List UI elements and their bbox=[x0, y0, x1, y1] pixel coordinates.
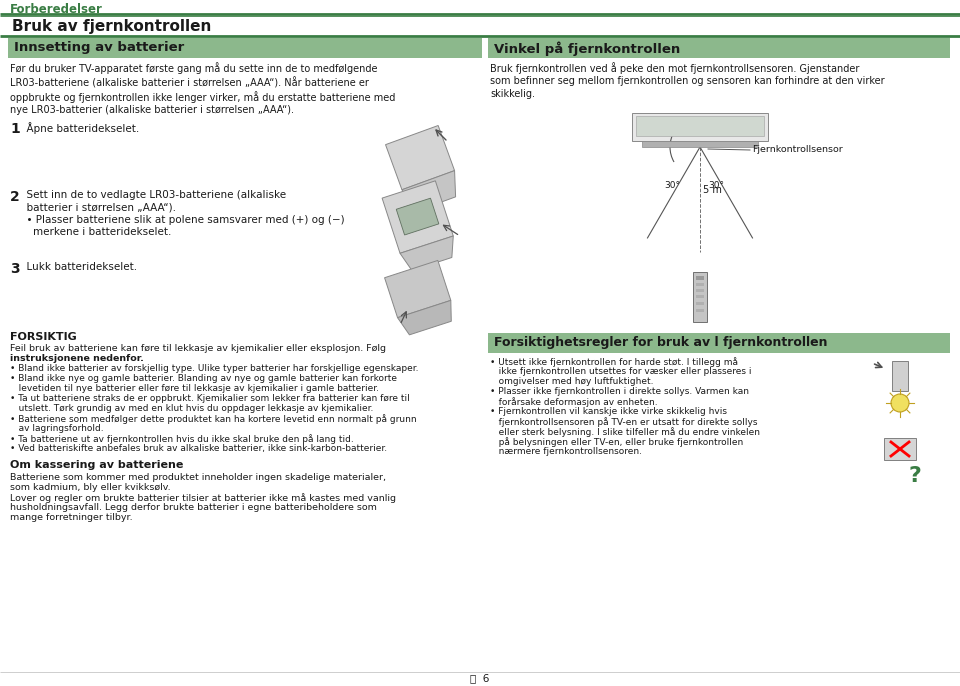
Text: Bruk fjernkontrollen ved å peke den mot fjernkontrollsensoren. Gjenstander
som b: Bruk fjernkontrollen ved å peke den mot … bbox=[490, 62, 884, 99]
Text: 2: 2 bbox=[10, 190, 20, 204]
Text: Sett inn de to vedlagte LR03-batteriene (alkaliske
  batterier i størrelsen „AAA: Sett inn de to vedlagte LR03-batteriene … bbox=[20, 190, 345, 237]
Polygon shape bbox=[397, 300, 451, 335]
Text: Åpne batteridekselet.: Åpne batteridekselet. bbox=[20, 122, 139, 134]
Bar bbox=[696, 289, 704, 292]
Bar bbox=[636, 116, 764, 136]
Text: eller sterk belysning. I slike tilfeller må du endre vinkelen: eller sterk belysning. I slike tilfeller… bbox=[490, 427, 760, 437]
Text: 30°: 30° bbox=[708, 181, 724, 190]
Bar bbox=[696, 295, 704, 298]
Text: • Ved batteriskifte anbefales bruk av alkaliske batterier, ikke sink-karbon-batt: • Ved batteriskifte anbefales bruk av al… bbox=[10, 444, 387, 453]
Text: ikke fjernkontrollen utsettes for væsker eller plasseres i: ikke fjernkontrollen utsettes for væsker… bbox=[490, 367, 752, 376]
Text: Fjernkontrollsensor: Fjernkontrollsensor bbox=[752, 145, 843, 154]
Text: fjernkontrollsensoren på TV-en er utsatt for direkte sollys: fjernkontrollsensoren på TV-en er utsatt… bbox=[490, 417, 757, 427]
Bar bbox=[8, 38, 482, 58]
Bar bbox=[884, 438, 916, 460]
Circle shape bbox=[891, 394, 909, 412]
Text: • Ta ut batteriene straks de er oppbrukt. Kjemikalier som lekker fra batterier k: • Ta ut batteriene straks de er oppbrukt… bbox=[10, 394, 410, 403]
Text: 3: 3 bbox=[10, 262, 19, 276]
Text: • Batteriene som medfølger dette produktet kan ha kortere levetid enn normalt på: • Batteriene som medfølger dette produkt… bbox=[10, 414, 417, 424]
Bar bbox=[892, 361, 908, 391]
Text: 30°: 30° bbox=[664, 181, 680, 190]
Text: levetiden til nye batterier eller føre til lekkasje av kjemikalier i gamle batte: levetiden til nye batterier eller føre t… bbox=[10, 384, 379, 393]
Bar bbox=[488, 333, 950, 353]
Polygon shape bbox=[396, 198, 439, 235]
Polygon shape bbox=[385, 261, 451, 318]
Text: instruksjonene nedenfor.: instruksjonene nedenfor. bbox=[10, 354, 144, 363]
Text: husholdningsavfall. Legg derfor brukte batterier i egne batteribeholdere som: husholdningsavfall. Legg derfor brukte b… bbox=[10, 503, 377, 512]
Bar bbox=[696, 302, 704, 305]
Text: Forsiktighetsregler for bruk av l fjernkontrollen: Forsiktighetsregler for bruk av l fjernk… bbox=[494, 336, 828, 349]
Text: av lagringsforhold.: av lagringsforhold. bbox=[10, 424, 104, 433]
Polygon shape bbox=[402, 171, 456, 211]
Text: Vinkel på fjernkontrollen: Vinkel på fjernkontrollen bbox=[494, 41, 681, 56]
Text: • Bland ikke nye og gamle batterier. Blanding av nye og gamle batterier kan fork: • Bland ikke nye og gamle batterier. Bla… bbox=[10, 374, 397, 383]
Bar bbox=[693, 272, 707, 322]
Text: Før du bruker TV-apparatet første gang må du sette inn de to medfølgende
LR03-ba: Før du bruker TV-apparatet første gang m… bbox=[10, 62, 396, 115]
Text: Batteriene som kommer med produktet inneholder ingen skadelige materialer,: Batteriene som kommer med produktet inne… bbox=[10, 473, 386, 482]
Text: utslett. Tørk grundig av med en klut hvis du oppdager lekkasje av kjemikalier.: utslett. Tørk grundig av med en klut hvi… bbox=[10, 404, 373, 413]
Polygon shape bbox=[382, 181, 453, 253]
Polygon shape bbox=[400, 236, 453, 270]
Text: • Utsett ikke fjernkontrollen for harde støt. I tillegg må: • Utsett ikke fjernkontrollen for harde … bbox=[490, 357, 738, 367]
Bar bbox=[696, 276, 704, 280]
Text: FORSIKTIG: FORSIKTIG bbox=[10, 332, 77, 342]
Text: på belysningen eller TV-en, eller bruke fjernkontrollen: på belysningen eller TV-en, eller bruke … bbox=[490, 437, 743, 447]
Bar bbox=[696, 283, 704, 286]
Bar bbox=[696, 309, 704, 312]
Text: • Fjernkontrollen vil kanskje ikke virke skikkelig hvis: • Fjernkontrollen vil kanskje ikke virke… bbox=[490, 407, 727, 416]
Text: Lukk batteridekselet.: Lukk batteridekselet. bbox=[20, 262, 137, 272]
Text: • Plasser ikke fjernkontrollen i direkte sollys. Varmen kan: • Plasser ikke fjernkontrollen i direkte… bbox=[490, 387, 749, 396]
Text: omgivelser med høy luftfuktighet.: omgivelser med høy luftfuktighet. bbox=[490, 377, 654, 386]
Text: Ⓝ  6: Ⓝ 6 bbox=[470, 673, 490, 683]
Text: som kadmium, bly eller kvikksølv.: som kadmium, bly eller kvikksølv. bbox=[10, 483, 171, 492]
Text: nærmere fjernkontrollsensoren.: nærmere fjernkontrollsensoren. bbox=[490, 447, 642, 456]
Bar bbox=[488, 38, 950, 58]
Polygon shape bbox=[386, 126, 455, 190]
Text: forårsake deformasjon av enheten.: forårsake deformasjon av enheten. bbox=[490, 397, 658, 407]
Text: Bruk av fjernkontrollen: Bruk av fjernkontrollen bbox=[12, 19, 211, 34]
Bar bbox=[642, 141, 758, 147]
Bar bbox=[632, 113, 768, 141]
Text: • Ta batteriene ut av fjernkontrollen hvis du ikke skal bruke den på lang tid.: • Ta batteriene ut av fjernkontrollen hv… bbox=[10, 434, 353, 444]
Text: Lover og regler om brukte batterier tilsier at batterier ikke må kastes med vanl: Lover og regler om brukte batterier tils… bbox=[10, 493, 396, 503]
Text: • Bland ikke batterier av forskjellig type. Ulike typer batterier har forskjelli: • Bland ikke batterier av forskjellig ty… bbox=[10, 364, 419, 373]
Text: Forberedelser: Forberedelser bbox=[10, 3, 103, 16]
Text: 1: 1 bbox=[10, 122, 20, 136]
Text: mange forretninger tilbyr.: mange forretninger tilbyr. bbox=[10, 513, 132, 522]
Text: Om kassering av batteriene: Om kassering av batteriene bbox=[10, 460, 183, 470]
Text: 5 m: 5 m bbox=[703, 185, 722, 195]
Text: ?: ? bbox=[908, 466, 922, 486]
Text: Feil bruk av batteriene kan føre til lekkasje av kjemikalier eller eksplosjon. F: Feil bruk av batteriene kan føre til lek… bbox=[10, 344, 386, 353]
Text: Innsetting av batterier: Innsetting av batterier bbox=[14, 41, 184, 54]
